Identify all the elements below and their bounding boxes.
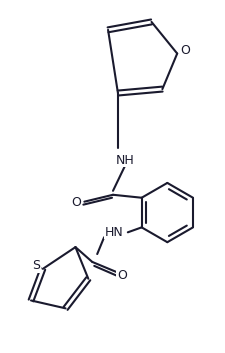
Text: S: S (32, 259, 40, 273)
Text: NH: NH (115, 154, 134, 167)
Text: O: O (71, 196, 81, 209)
Text: HN: HN (104, 226, 123, 239)
Text: O: O (179, 44, 189, 57)
Text: O: O (117, 269, 126, 282)
